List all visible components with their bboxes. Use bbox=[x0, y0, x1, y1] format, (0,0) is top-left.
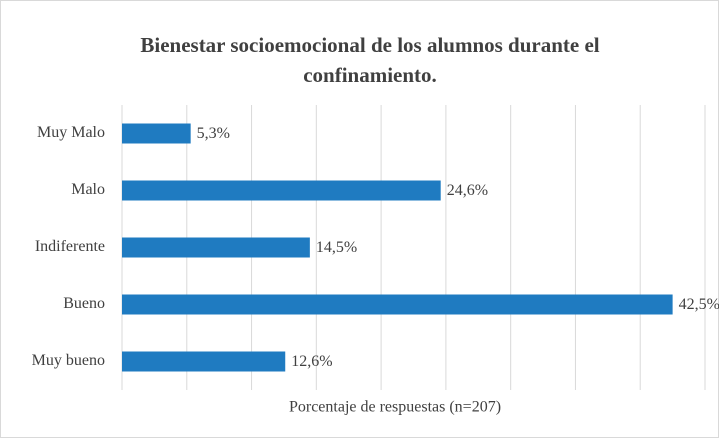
y-tick-label: Malo bbox=[71, 181, 105, 198]
y-tick-label: Bueno bbox=[63, 295, 105, 312]
data-label: 24,6% bbox=[447, 182, 488, 199]
bar bbox=[122, 123, 191, 144]
chart-title: Bienestar socioemocional de los alumnos … bbox=[140, 33, 600, 87]
data-label: 42,5% bbox=[679, 296, 719, 313]
x-axis-label: Porcentaje de respuestas (n=207) bbox=[289, 399, 501, 416]
bar bbox=[122, 237, 310, 258]
bar bbox=[122, 294, 673, 315]
y-tick-label: Indiferente bbox=[35, 238, 105, 255]
bar bbox=[122, 180, 441, 201]
data-label: 5,3% bbox=[197, 125, 230, 142]
bar bbox=[122, 351, 286, 372]
y-tick-label: Muy Malo bbox=[37, 124, 105, 141]
data-label: 14,5% bbox=[316, 239, 357, 256]
y-tick-label: Muy bueno bbox=[32, 352, 105, 369]
data-label: 12,6% bbox=[291, 353, 332, 370]
